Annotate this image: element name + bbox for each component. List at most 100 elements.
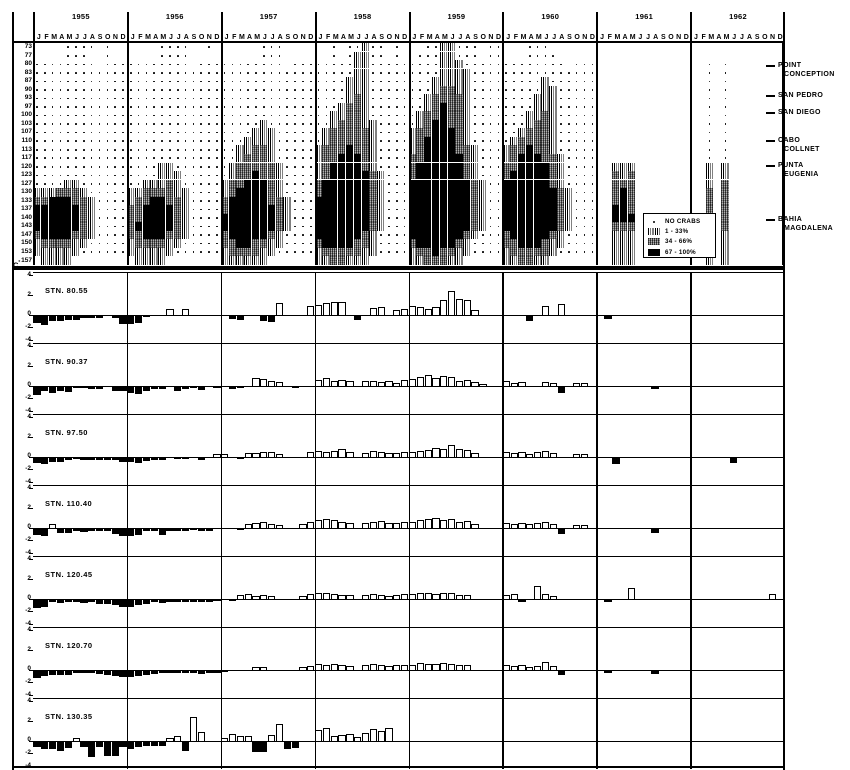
matrix-cell	[424, 43, 432, 52]
matrix-cell	[182, 52, 190, 61]
matrix-cell	[353, 196, 361, 206]
matrix-cell	[158, 145, 166, 154]
y-tick-mark	[29, 346, 33, 347]
matrix-cell	[705, 162, 713, 171]
matrix-cell	[416, 188, 424, 197]
matrix-cell	[345, 239, 354, 248]
matrix-cell	[72, 239, 80, 248]
matrix-cell	[573, 239, 581, 248]
matrix-cell	[393, 128, 401, 137]
matrix-cell	[471, 69, 479, 78]
matrix-cell	[510, 188, 518, 197]
matrix-cell	[322, 179, 330, 188]
matrix-cell	[322, 171, 330, 180]
matrix-cell	[557, 137, 565, 146]
matrix-cell	[299, 103, 307, 112]
matrix-cell	[479, 60, 487, 69]
matrix-cell	[565, 171, 573, 180]
anomaly-bar	[346, 733, 354, 741]
month-tick-label: J	[646, 34, 650, 41]
anomaly-bar	[56, 314, 65, 321]
matrix-cell	[40, 196, 48, 206]
anomaly-bar	[64, 598, 72, 602]
anomaly-bar	[307, 593, 315, 599]
panel-year-separator	[314, 414, 317, 485]
matrix-cell	[471, 111, 479, 120]
matrix-cell	[41, 111, 49, 120]
matrix-cell	[49, 154, 57, 163]
matrix-cell	[299, 86, 307, 95]
matrix-cell	[103, 128, 111, 137]
anomaly-bar	[252, 452, 260, 457]
anomaly-bar	[322, 592, 331, 599]
matrix-cell	[56, 213, 64, 223]
matrix-cell	[103, 120, 111, 129]
matrix-cell	[495, 94, 503, 103]
anomaly-bar	[338, 448, 346, 457]
matrix-cell	[49, 69, 57, 78]
matrix-cell	[307, 77, 315, 86]
matrix-cell	[393, 214, 401, 223]
matrix-cell	[119, 120, 127, 129]
matrix-cell	[393, 163, 401, 172]
matrix-cell	[291, 248, 299, 257]
matrix-cell	[345, 145, 354, 154]
matrix-cell	[439, 256, 447, 265]
matrix-cell	[447, 196, 455, 206]
matrix-cell	[525, 205, 534, 214]
matrix-cell	[345, 136, 354, 146]
matrix-cell	[252, 179, 260, 188]
matrix-cell	[447, 111, 455, 120]
panel-year-separator	[502, 272, 504, 343]
matrix-cell	[541, 154, 549, 163]
matrix-cell	[385, 214, 393, 223]
matrix-cell	[439, 119, 447, 129]
matrix-cell	[581, 197, 589, 206]
matrix-cell	[416, 213, 424, 223]
month-tick-label: S	[660, 34, 666, 41]
matrix-cell	[487, 52, 495, 61]
matrix-cell	[220, 222, 228, 231]
anomaly-bar	[197, 669, 205, 675]
matrix-cell	[307, 86, 315, 95]
month-tick-label: F	[138, 34, 143, 41]
matrix-cell	[416, 205, 424, 214]
month-tick-label: O	[480, 34, 486, 41]
matrix-cell	[526, 86, 534, 95]
anomaly-bar	[174, 385, 182, 392]
matrix-cell	[463, 162, 471, 171]
matrix-cell	[541, 213, 549, 223]
matrix-cell	[182, 180, 190, 189]
anomaly-bar	[385, 452, 393, 457]
matrix-cell	[166, 52, 174, 61]
matrix-cell	[463, 52, 471, 61]
matrix-cell	[439, 205, 447, 214]
anomaly-bar	[182, 456, 190, 460]
matrix-cell	[447, 247, 455, 257]
matrix-cell	[80, 163, 88, 172]
matrix-cell	[721, 247, 729, 257]
matrix-cell	[56, 247, 64, 257]
anomaly-bar	[268, 380, 276, 386]
matrix-cell	[307, 188, 315, 197]
matrix-cell	[431, 94, 440, 103]
matrix-cell	[487, 197, 495, 206]
matrix-cell	[353, 136, 361, 146]
panel-year-separator	[690, 414, 692, 485]
matrix-cell	[471, 120, 479, 129]
anomaly-bar	[111, 314, 119, 318]
matrix-cell	[236, 196, 244, 206]
matrix-cell	[96, 180, 104, 189]
matrix-cell	[495, 180, 503, 189]
matrix-cell	[126, 205, 135, 214]
matrix-cell	[510, 247, 518, 257]
y-tick-mark	[29, 611, 33, 613]
matrix-cell	[338, 102, 346, 112]
matrix-cell	[361, 111, 369, 120]
matrix-cell	[64, 196, 72, 206]
matrix-cell	[299, 145, 307, 154]
anomaly-bar	[526, 314, 534, 321]
matrix-cell	[338, 136, 346, 146]
matrix-cell	[377, 179, 385, 188]
line-number-label: 137	[21, 205, 32, 213]
